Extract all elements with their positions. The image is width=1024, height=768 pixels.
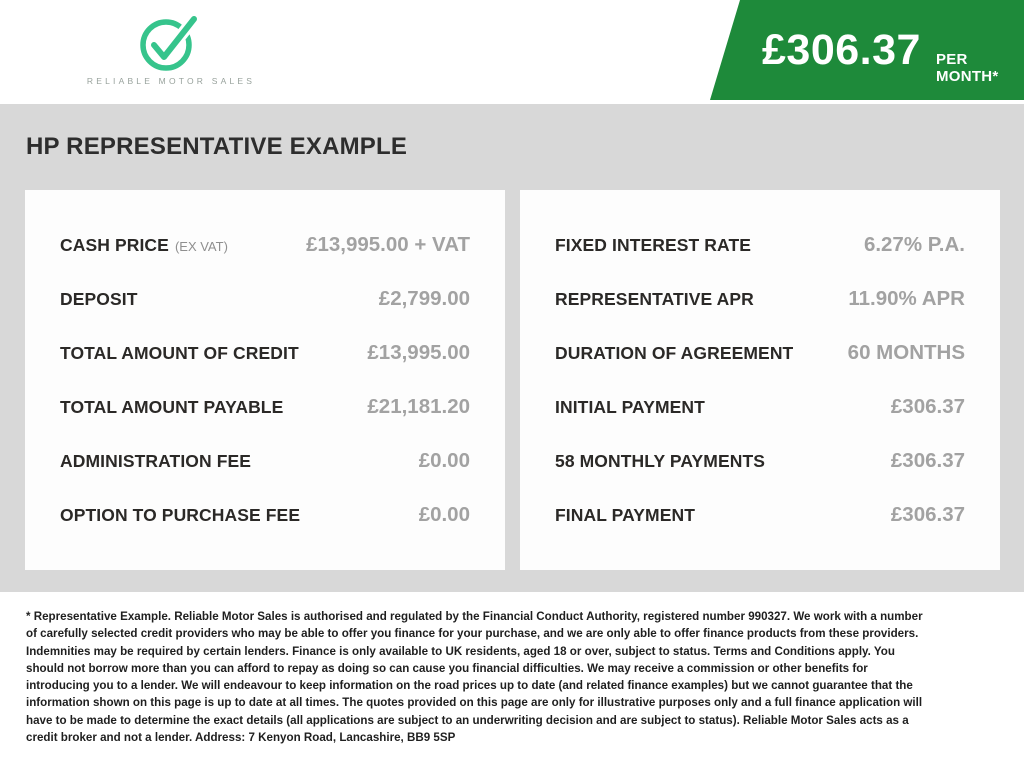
monthly-price-period: PER MONTH* <box>935 51 999 85</box>
page-title: HP REPRESENTATIVE EXAMPLE <box>26 133 408 160</box>
finance-example-section: HP REPRESENTATIVE EXAMPLE CASH PRICE (EX … <box>0 104 1024 592</box>
row-label: INITIAL PAYMENT <box>555 396 705 417</box>
row-label: CASH PRICE <box>60 234 169 255</box>
finance-row-admin-fee: ADMINISTRATION FEE £0.00 <box>60 434 470 488</box>
finance-row-duration: DURATION OF AGREEMENT 60 MONTHS <box>555 326 965 380</box>
row-label: TOTAL AMOUNT PAYABLE <box>60 396 284 417</box>
row-label-suffix: (EX VAT) <box>174 238 228 254</box>
row-label: DURATION OF AGREEMENT <box>555 342 794 363</box>
row-label: REPRESENTATIVE APR <box>555 288 754 309</box>
finance-panel-payment-details: FIXED INTEREST RATE 6.27% P.A. REPRESENT… <box>520 190 1000 570</box>
row-value: £306.37 <box>890 449 965 472</box>
finance-row-deposit: DEPOSIT £2,799.00 <box>60 272 470 326</box>
monthly-price: £306.37 <box>762 26 921 74</box>
row-value: £306.37 <box>890 503 965 526</box>
check-circle-icon <box>140 13 200 71</box>
finance-row-total-credit: TOTAL AMOUNT OF CREDIT £13,995.00 <box>60 326 470 380</box>
row-value: £0.00 <box>418 503 470 526</box>
finance-row-cash-price: CASH PRICE (EX VAT) £13,995.00 + VAT <box>60 218 470 272</box>
row-label: 58 MONTHLY PAYMENTS <box>555 450 766 471</box>
row-label: FINAL PAYMENT <box>555 504 696 525</box>
finance-panel-price-details: CASH PRICE (EX VAT) £13,995.00 + VAT DEPO… <box>25 190 505 570</box>
row-label: OPTION TO PURCHASE FEE <box>60 504 301 525</box>
row-value: £2,799.00 <box>378 287 470 310</box>
finance-row-representative-apr: REPRESENTATIVE APR 11.90% APR <box>555 272 965 326</box>
disclaimer-text: * Representative Example. Reliable Motor… <box>26 610 923 745</box>
brand-name: RELIABLE MOTOR SALES <box>86 76 256 86</box>
row-value: £306.37 <box>890 395 965 418</box>
finance-row-option-to-purchase-fee: OPTION TO PURCHASE FEE £0.00 <box>60 488 470 542</box>
row-value: £13,995.00 + VAT <box>306 233 470 256</box>
header: RELIABLE MOTOR SALES £306.37 PER MONTH* <box>0 0 1024 104</box>
row-label: DEPOSIT <box>60 288 138 309</box>
row-value: £13,995.00 <box>367 341 470 364</box>
row-value: 6.27% P.A. <box>863 233 965 256</box>
row-value: 60 MONTHS <box>847 341 965 364</box>
row-value: £0.00 <box>418 449 470 472</box>
row-value: £21,181.20 <box>367 395 470 418</box>
row-label: ADMINISTRATION FEE <box>60 450 252 471</box>
finance-row-fixed-interest-rate: FIXED INTEREST RATE 6.27% P.A. <box>555 218 965 272</box>
finance-row-final-payment: FINAL PAYMENT £306.37 <box>555 488 965 542</box>
price-banner: £306.37 PER MONTH* <box>710 0 1024 100</box>
footer: * Representative Example. Reliable Motor… <box>0 592 1024 768</box>
finance-row-initial-payment: INITIAL PAYMENT £306.37 <box>555 380 965 434</box>
brand-logo[interactable]: RELIABLE MOTOR SALES <box>87 12 252 86</box>
row-value: 11.90% APR <box>848 287 965 310</box>
finance-row-total-payable: TOTAL AMOUNT PAYABLE £21,181.20 <box>60 380 470 434</box>
finance-row-monthly-payments: 58 MONTHLY PAYMENTS £306.37 <box>555 434 965 488</box>
row-label: TOTAL AMOUNT OF CREDIT <box>60 342 299 363</box>
row-label: FIXED INTEREST RATE <box>555 234 752 255</box>
